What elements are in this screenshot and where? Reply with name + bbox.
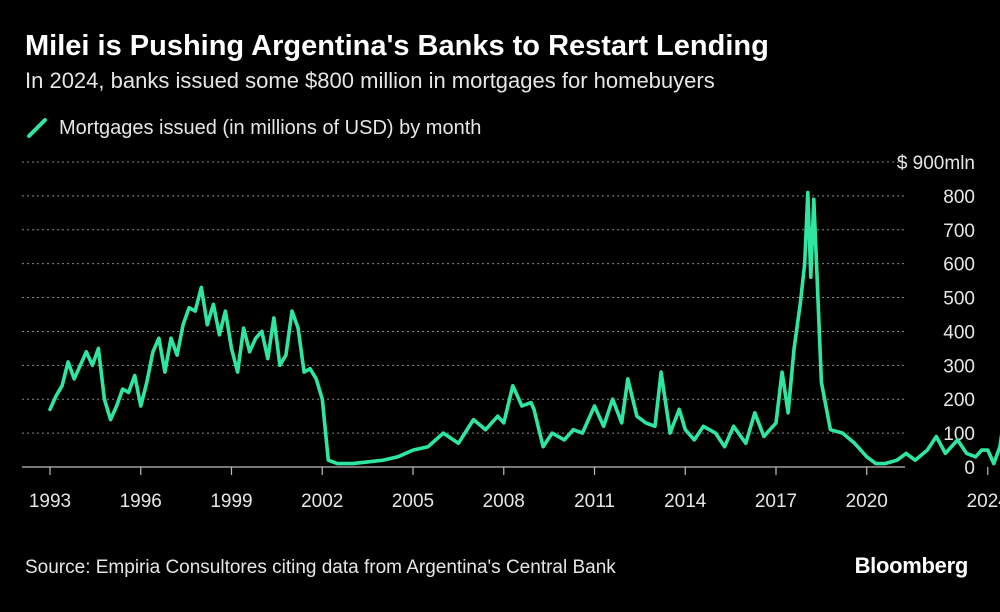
y-axis-ticks: 0 100 200 300 400 500 600 700 800 $ 900mln [897,153,975,479]
x-axis-ticks: 1993 1996 1999 2002 2005 2008 2011 2014 2017 2020… [29,467,1000,512]
x-tick-label: 1996 [120,491,162,512]
series-layer [48,190,1000,466]
y-tick-label: 500 [943,289,975,310]
x-tick-label: 2014 [664,491,707,512]
legend-label: Mortgages issued (in millions of USD) by… [59,116,482,139]
chart-title: Milei is Pushing Argentina's Banks to Re… [25,30,769,62]
y-tick-label: 700 [943,221,975,242]
y-tick-label: 100 [943,424,975,445]
y-tick-label: $ 900mln [897,153,975,174]
y-tick-label: 200 [943,390,975,411]
y-tick-label: 400 [943,322,975,343]
series-line-mortgages [48,190,1000,466]
legend-line-icon [27,118,47,138]
gridlines [22,161,905,468]
x-tick-label: 2008 [483,491,525,512]
x-tick-label: 2017 [755,491,797,512]
x-tick-label: 2024 [967,491,1000,512]
x-tick-label: 1993 [29,491,71,512]
x-tick-label: 1999 [210,491,252,512]
y-tick-label: 300 [943,356,975,377]
x-tick-label: 2002 [301,491,343,512]
x-tick-label: 2005 [392,491,434,512]
y-tick-label: 800 [943,187,975,208]
y-tick-label: 0 [964,458,975,479]
x-tick-label: 2011 [574,491,615,512]
legend: Mortgages issued (in millions of USD) by… [25,116,481,140]
source-note: Source: Empiria Consultores citing data … [25,557,616,578]
x-tick-label: 2020 [846,491,888,512]
y-tick-label: 600 [943,255,975,276]
chart-subtitle: In 2024, banks issued some $800 million … [25,68,715,93]
bloomberg-logo: Bloomberg [854,553,969,578]
